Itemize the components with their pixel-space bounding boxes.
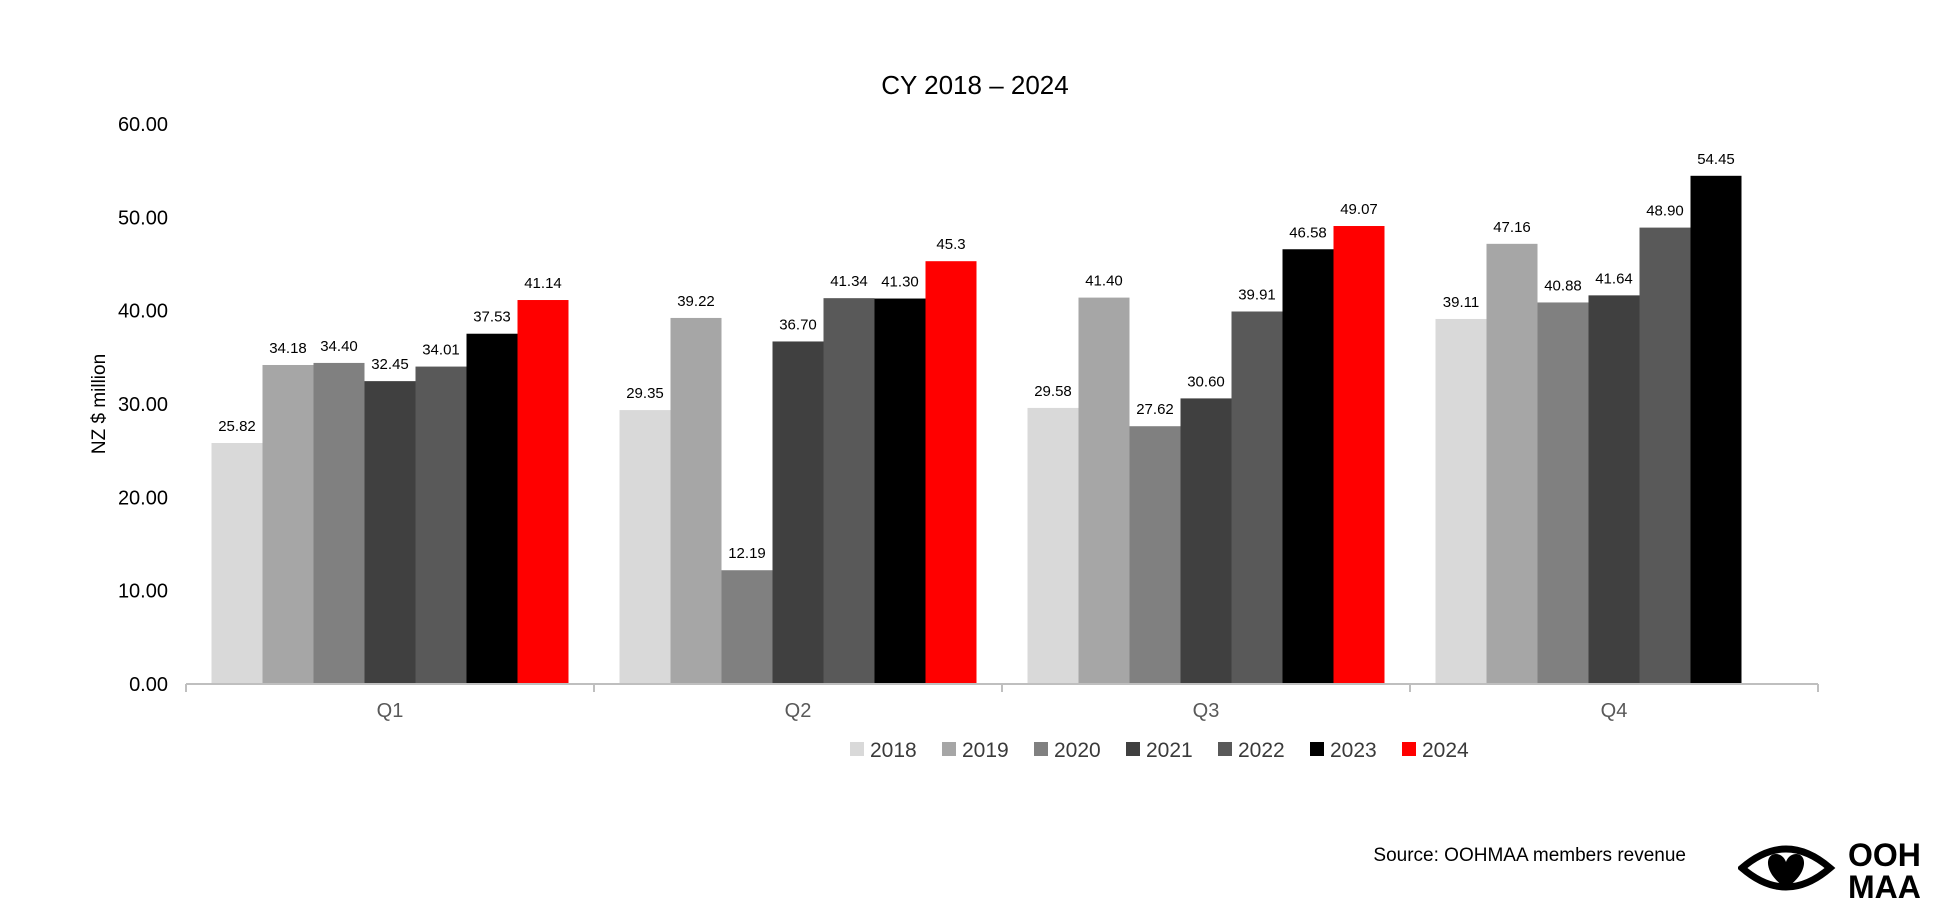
data-label: 41.30 (881, 274, 919, 291)
oohmaa-logo: OOH MAA (1736, 832, 1938, 907)
y-tick-label: 50.00 (118, 207, 168, 229)
data-label: 32.45 (371, 356, 409, 373)
bar-2018-Q1 (211, 443, 263, 684)
bar-2020-Q2 (721, 570, 773, 684)
bar-2023-Q1 (466, 333, 518, 684)
x-category-label: Q2 (785, 700, 812, 722)
data-label: 41.34 (830, 273, 868, 290)
bar-2018-Q2 (619, 410, 671, 684)
bar-2022-Q4 (1639, 227, 1691, 684)
bar-2022-Q1 (415, 366, 467, 684)
bar-2023-Q4 (1690, 175, 1742, 685)
legend-swatch-2021 (1126, 742, 1140, 756)
eye-heart-icon (1736, 845, 1836, 891)
svg-text:MAA: MAA (1848, 869, 1921, 902)
legend-swatch-2024 (1402, 742, 1416, 756)
bar-2021-Q1 (364, 381, 416, 684)
legend-swatch-2022 (1218, 742, 1232, 756)
data-label: 30.60 (1187, 373, 1225, 390)
x-category-label: Q3 (1193, 700, 1220, 722)
svg-text:OOH: OOH (1848, 837, 1921, 873)
data-label: 34.18 (269, 340, 307, 357)
bar-2018-Q4 (1435, 318, 1487, 684)
data-label: 40.88 (1544, 277, 1582, 294)
data-label: 25.82 (218, 418, 256, 435)
data-label: 27.62 (1136, 401, 1174, 418)
data-label: 48.90 (1646, 203, 1684, 220)
y-tick-label: 40.00 (118, 301, 168, 323)
legend-swatch-2020 (1034, 742, 1048, 756)
bar-2018-Q3 (1027, 407, 1079, 684)
bar-2019-Q3 (1078, 297, 1130, 684)
y-tick-label: 20.00 (118, 487, 168, 509)
data-label: 34.01 (422, 342, 460, 359)
legend: 2018 2019 2020 2021 2022 2023 2024 (850, 739, 1469, 762)
bar-2021-Q2 (772, 341, 824, 684)
legend-label: 2022 (1238, 739, 1285, 762)
y-axis-ticks: 0.00 10.00 20.00 30.00 40.00 50.00 60.00 (118, 114, 168, 696)
data-label: 46.58 (1289, 224, 1327, 241)
bar-2021-Q4 (1588, 295, 1640, 684)
bar-2024-Q2 (925, 261, 977, 684)
source-note: Source: OOHMAA members revenue (1373, 845, 1686, 866)
data-label: 29.58 (1034, 383, 1072, 400)
data-label: 39.91 (1238, 287, 1276, 304)
bar-2022-Q2 (823, 298, 875, 684)
bar-2020-Q1 (313, 362, 365, 684)
y-tick-label: 0.00 (129, 674, 168, 696)
y-tick-label: 30.00 (118, 394, 168, 416)
y-tick-label: 60.00 (118, 114, 168, 136)
legend-label: 2020 (1054, 739, 1101, 762)
legend-label: 2019 (962, 739, 1009, 762)
legend-label: 2023 (1330, 739, 1377, 762)
legend-label: 2018 (870, 739, 917, 762)
legend-swatch-2023 (1310, 742, 1324, 756)
bar-2024-Q3 (1333, 226, 1385, 684)
data-labels-group: 25.82 29.35 29.58 39.11 34.18 39.22 41.40 47.16… (218, 151, 1735, 562)
chart-title: CY 2018 – 2024 (881, 70, 1068, 100)
bar-2021-Q3 (1180, 398, 1232, 684)
bar-2024-Q1 (517, 300, 569, 684)
bar-2023-Q2 (874, 298, 926, 684)
data-label: 41.14 (524, 275, 562, 292)
data-label: 45.3 (936, 236, 965, 253)
x-category-label: Q1 (377, 700, 404, 722)
legend-swatch-2019 (942, 742, 956, 756)
data-label: 41.40 (1085, 273, 1123, 290)
data-label: 41.64 (1595, 270, 1633, 287)
y-axis-label: NZ $ million (89, 354, 110, 454)
data-label: 29.35 (626, 385, 664, 402)
data-label: 39.22 (677, 293, 715, 310)
legend-label: 2024 (1422, 739, 1469, 762)
bar-2022-Q3 (1231, 311, 1283, 684)
data-label: 36.70 (779, 316, 817, 333)
data-label: 39.11 (1443, 294, 1479, 311)
legend-swatch-2018 (850, 742, 864, 756)
data-label: 49.07 (1340, 201, 1378, 218)
x-category-label: Q4 (1601, 700, 1628, 722)
bar-2019-Q2 (670, 317, 722, 684)
bar-2020-Q4 (1537, 302, 1589, 684)
bar-2023-Q3 (1282, 249, 1334, 684)
x-axis: Q1 Q2 Q3 Q4 (185, 683, 1819, 722)
data-label: 47.16 (1493, 219, 1531, 236)
bars-group (211, 175, 1742, 685)
data-label: 54.45 (1697, 151, 1735, 168)
bar-2019-Q1 (262, 364, 314, 684)
data-label: 34.40 (320, 338, 358, 355)
data-label: 12.19 (728, 545, 766, 562)
data-label: 37.53 (473, 309, 511, 326)
bar-2019-Q4 (1486, 243, 1538, 684)
y-tick-label: 10.00 (118, 581, 168, 603)
bar-2020-Q3 (1129, 426, 1181, 684)
legend-label: 2021 (1146, 739, 1193, 762)
